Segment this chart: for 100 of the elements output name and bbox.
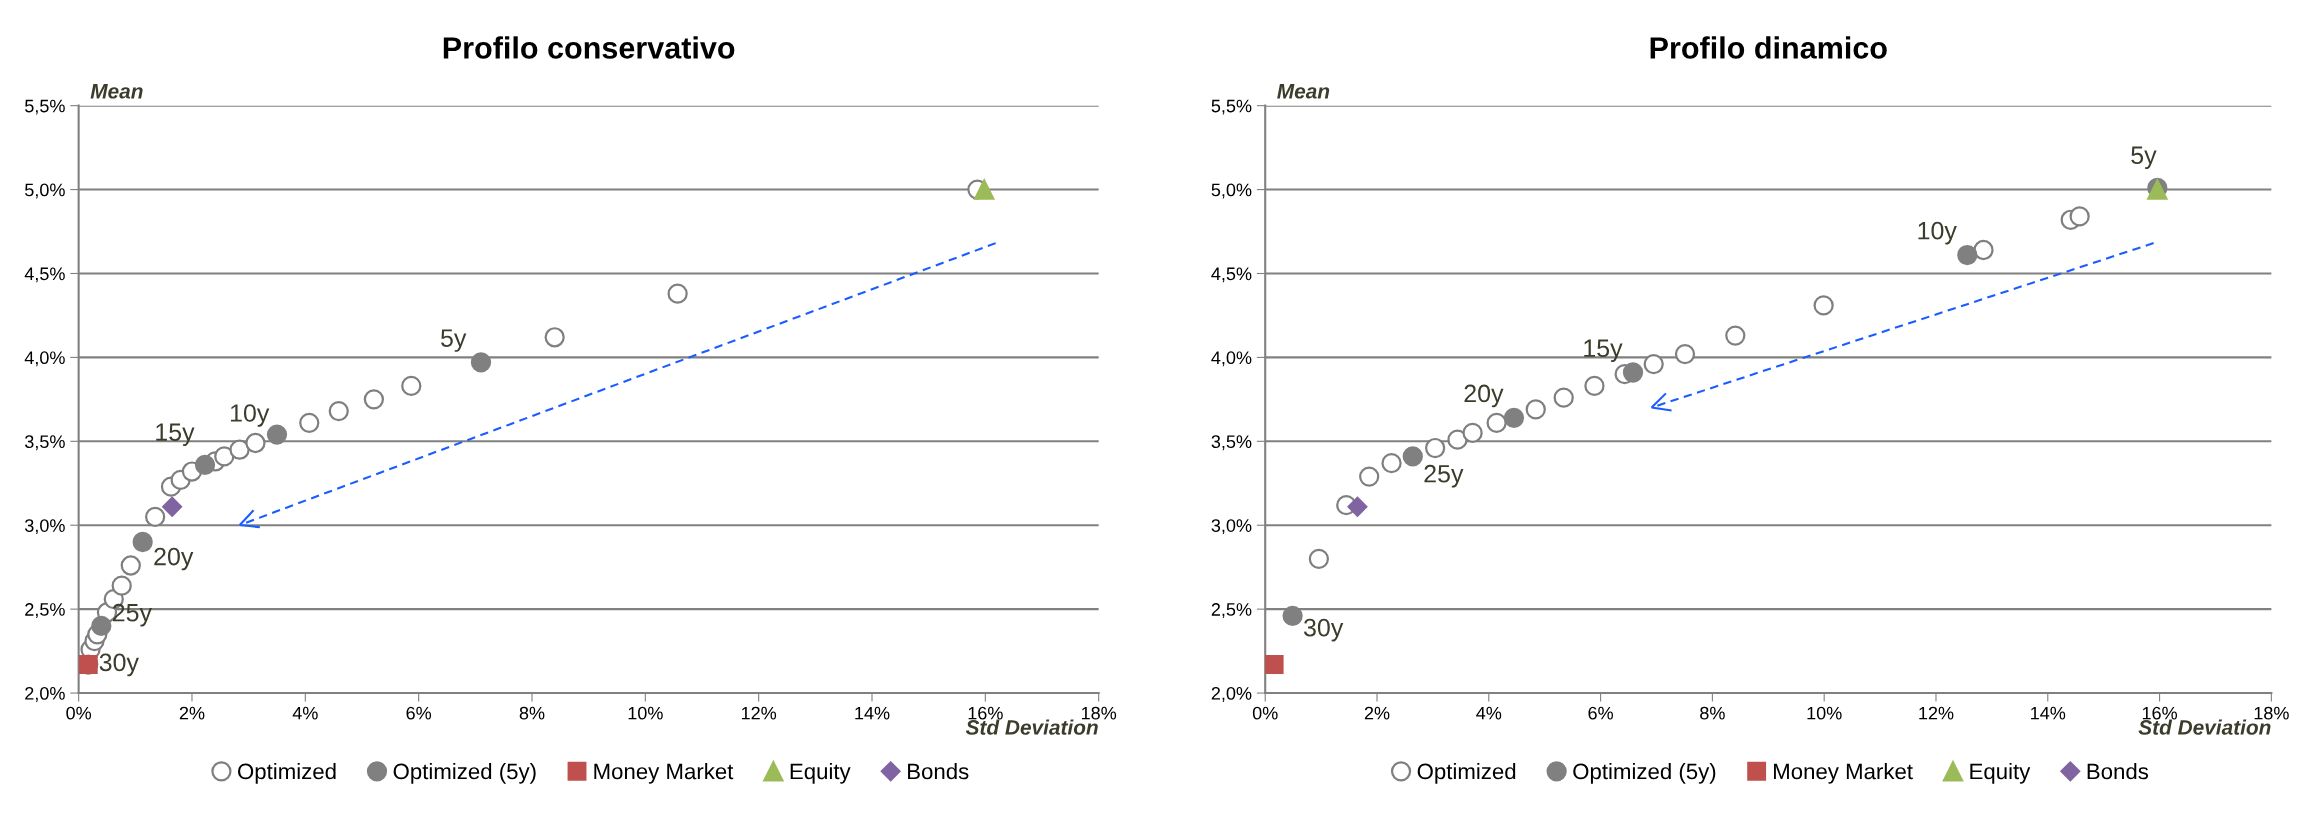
point: [1503, 407, 1525, 428]
point: [1265, 655, 1284, 674]
annotation: 25y: [1424, 464, 1464, 488]
legend-label: Bonds: [908, 762, 969, 780]
annotation: 20y: [1464, 384, 1504, 408]
point: [1359, 466, 1380, 487]
x-tick-label: 10%: [628, 706, 663, 720]
x-tick-label: 14%: [2031, 706, 2066, 720]
annotation: 30y: [99, 653, 139, 677]
legend-label: Optimized: [238, 762, 336, 784]
point: [1402, 446, 1423, 467]
point: [1957, 244, 1978, 266]
point: [974, 179, 995, 200]
annotation: 5y: [2131, 146, 2157, 169]
x-tick-label: 6%: [406, 706, 432, 720]
point: [1447, 429, 1468, 450]
annotation: 20y: [154, 547, 194, 571]
y-tick-label: 3,5%: [24, 435, 65, 451]
x-tick-label: 8%: [1700, 706, 1725, 720]
legend-label: Optimized: [1417, 762, 1516, 784]
y-tick-label: 5,5%: [25, 99, 65, 115]
annotation: 10y: [230, 404, 270, 427]
point: [470, 352, 492, 373]
x-tick-label: 18%: [1081, 706, 1117, 720]
point: [544, 327, 565, 348]
point: [363, 389, 385, 410]
y-tick-label: 5,0%: [25, 183, 65, 199]
x-tick-label: 0%: [66, 706, 92, 720]
y-tick-label: 4,5%: [1211, 267, 1252, 283]
x-tick-label: 14%: [855, 706, 890, 720]
point: [91, 615, 112, 637]
point: [1282, 605, 1303, 626]
point: [2069, 206, 2090, 227]
x-tick-label: 12%: [1919, 706, 1954, 720]
y-axis-title: Mean: [90, 84, 143, 99]
y-tick-label: 5,5%: [1211, 99, 1252, 115]
point: [328, 400, 349, 422]
point: [1584, 375, 1605, 397]
x-tick-label: 8%: [519, 706, 545, 720]
point: [1643, 353, 1664, 375]
x-tick-label: 10%: [1807, 706, 1842, 720]
point: [299, 412, 320, 433]
point: [111, 575, 132, 596]
point: [1622, 362, 1644, 383]
y-tick-label: 2,0%: [25, 686, 65, 702]
point: [1425, 437, 1446, 459]
annotation: 25y: [112, 603, 152, 627]
legend-label: Optimized (5y): [1573, 762, 1716, 784]
y-tick-label: 4,0%: [24, 351, 65, 367]
point: [401, 375, 422, 397]
point: [1553, 387, 1574, 408]
x-tick-label: 16%: [968, 706, 1003, 720]
y-tick-label: 4,0%: [1211, 351, 1252, 367]
point: [1973, 239, 1994, 261]
point: [132, 531, 153, 553]
x-axis-title: Std Deviation: [965, 719, 1098, 735]
point: [245, 432, 266, 454]
y-tick-label: 2,5%: [1211, 603, 1252, 618]
y-tick-label: 3,0%: [1211, 519, 1252, 535]
point: [1674, 343, 1696, 365]
point: [667, 283, 688, 304]
point: [194, 454, 216, 475]
x-tick-label: 4%: [1476, 706, 1502, 720]
point: [1813, 295, 1834, 316]
point: [1347, 496, 1368, 517]
x-tick-label: 4%: [292, 706, 318, 720]
x-tick-label: 6%: [1588, 706, 1613, 720]
legend-label: Bonds: [2087, 762, 2149, 780]
legend-label: Equity: [790, 762, 851, 784]
annotation: 30y: [1303, 618, 1344, 642]
point: [229, 439, 250, 460]
point: [214, 446, 235, 467]
y-tick-label: 2,0%: [1211, 686, 1252, 702]
annotation: 10y: [1918, 221, 1957, 245]
x-tick-label: 0%: [1252, 706, 1278, 720]
y-axis-title: Mean: [1277, 84, 1330, 99]
x-tick-label: 2%: [179, 706, 205, 720]
annotation: 15y: [1584, 339, 1623, 362]
legend-label: Money Market: [594, 762, 734, 784]
point: [162, 496, 183, 517]
legend-label: Equity: [1970, 762, 2031, 784]
point: [145, 506, 166, 527]
chart-title: Profilo dinamico: [1650, 36, 1887, 59]
point: [1486, 412, 1507, 433]
x-tick-label: 18%: [2254, 706, 2289, 720]
point: [1525, 399, 1546, 420]
point: [1725, 325, 1746, 346]
x-tick-label: 16%: [2142, 706, 2177, 720]
x-tick-label: 12%: [741, 706, 777, 720]
y-tick-label: 3,5%: [1211, 435, 1252, 451]
point: [1308, 548, 1330, 569]
x-axis-title: Std Deviation: [2138, 719, 2271, 735]
legend-label: Money Market: [1774, 762, 1913, 784]
y-tick-label: 3,0%: [24, 519, 65, 535]
point: [1381, 453, 1402, 474]
legend-label: Optimized (5y): [393, 762, 536, 784]
chart-title: Profilo conservativo: [443, 36, 735, 59]
point: [120, 555, 141, 576]
annotation: 15y: [156, 423, 195, 446]
y-tick-label: 4,5%: [24, 267, 65, 283]
